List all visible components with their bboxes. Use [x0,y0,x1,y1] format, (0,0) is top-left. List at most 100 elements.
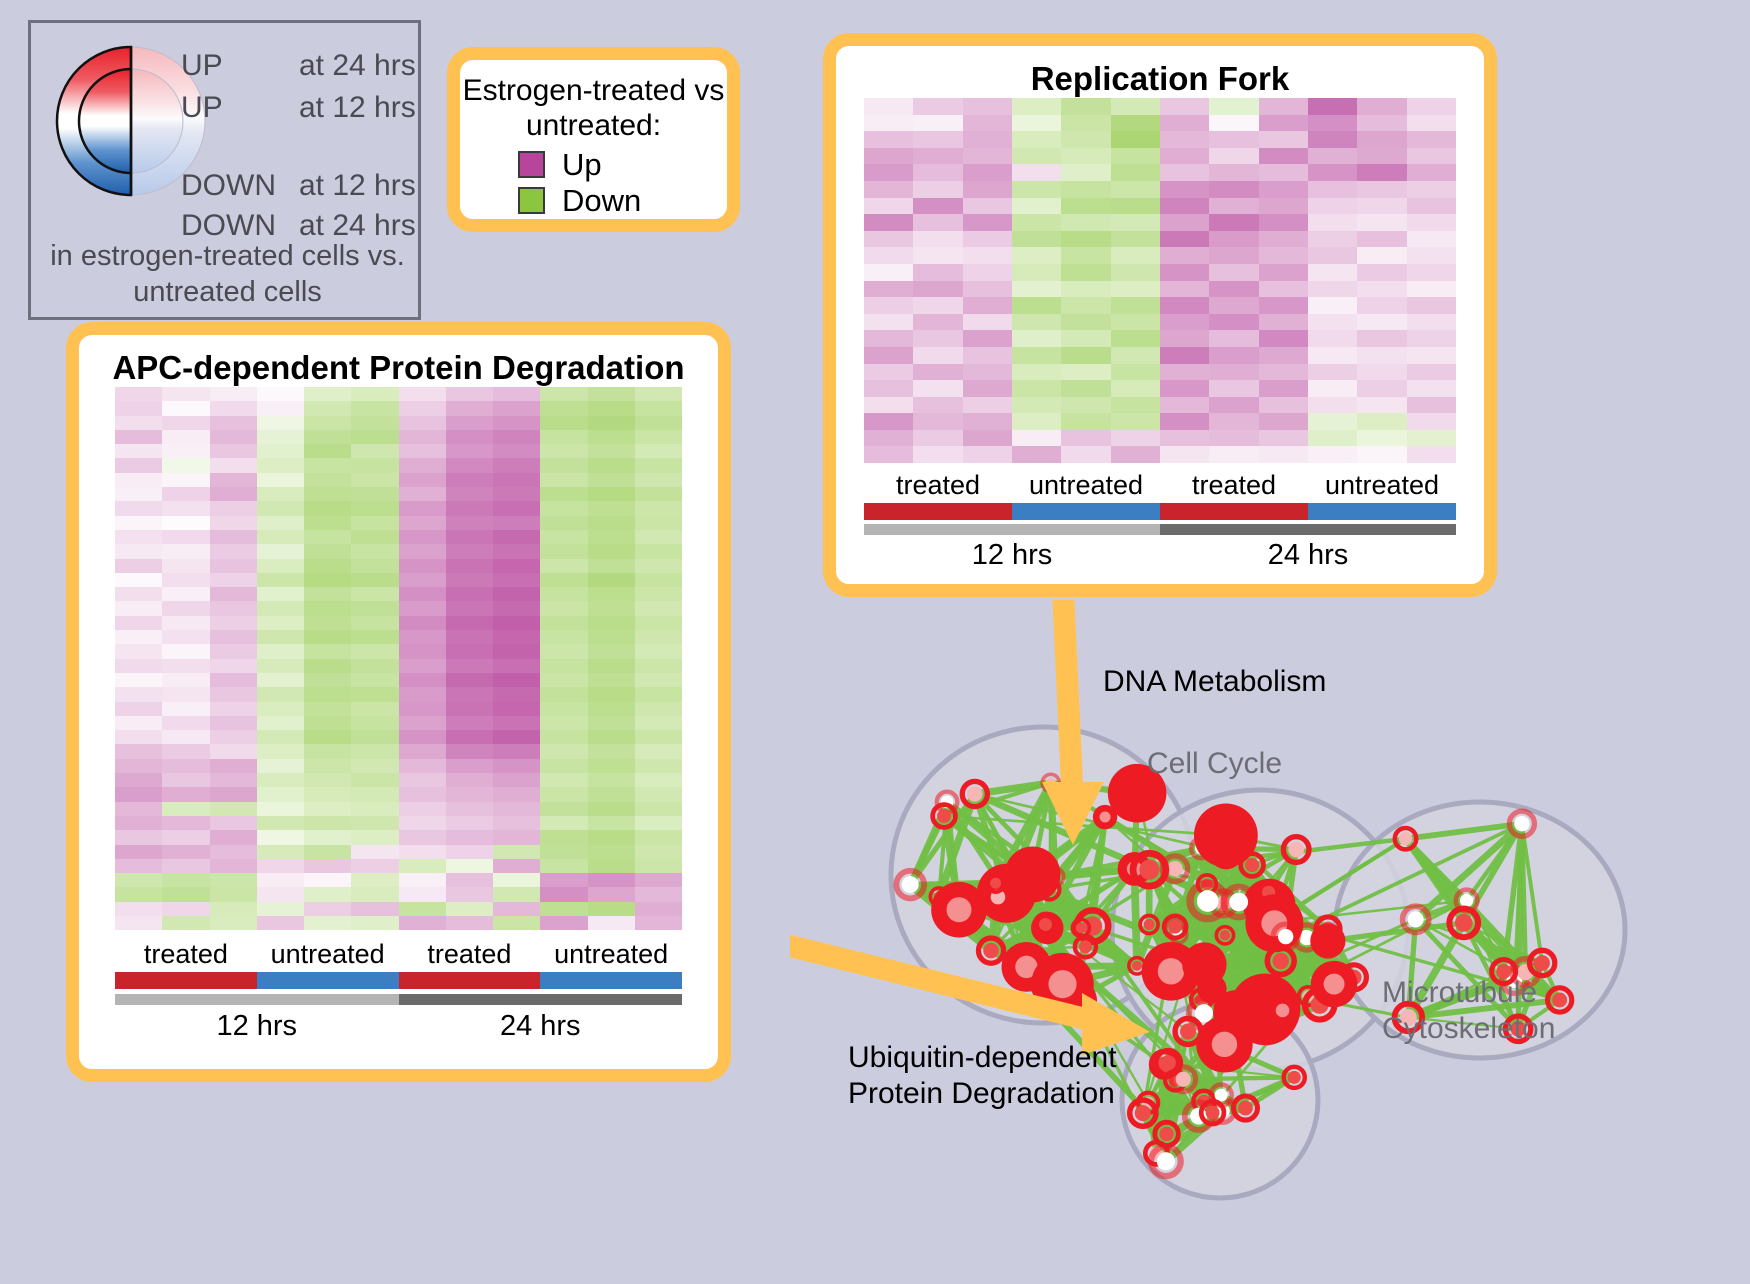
heatmap-cell [493,587,540,601]
heatmap-cell [446,487,493,501]
heatmap-cell [493,530,540,544]
group-label-untreated-24: untreated [1308,470,1456,501]
heatmap-cell [1407,148,1456,165]
heatmap-cell [540,573,587,587]
heatmap-cell [446,744,493,758]
heatmap-cell [1259,231,1308,248]
heatmap-cell [1407,98,1456,115]
heatmap-cell [210,902,257,916]
bar-12hrs [115,994,399,1005]
heatmap-cell [210,501,257,515]
heatmap-cell [1407,131,1456,148]
heatmap-cell [1407,397,1456,414]
heatmap-cell [162,444,209,458]
heatmap-cell [210,559,257,573]
heatmap-cell [115,859,162,873]
heatmap-cell [399,458,446,472]
heatmap-cell [588,759,635,773]
heatmap-cell [399,544,446,558]
node-inner [1139,860,1159,880]
heatmap-cell [351,659,398,673]
heatmap-cell [1407,347,1456,364]
heatmap-cell [1012,131,1061,148]
heatmap-cell [635,673,682,687]
heatmap-cell [635,716,682,730]
heatmap-cell [446,916,493,930]
heatmap-cell [1061,247,1110,264]
node-inner [1288,1071,1301,1084]
heatmap-cell [864,247,913,264]
heatmap-cell [963,430,1012,447]
heatmap-cell [257,887,304,901]
heatmap-cell [1357,446,1406,463]
heatmap-cell [1259,198,1308,215]
heatmap-cell [351,716,398,730]
heatmap-cell [399,444,446,458]
heatmap-cell [864,231,913,248]
cluster-label-cell-cycle: Cell Cycle [1147,746,1282,782]
heatmap-cell [304,787,351,801]
heatmap-cell [304,573,351,587]
microtubule-line1: Microtubule [1382,975,1555,1011]
legend-item-down: Down [460,185,727,216]
heatmap-cell [493,816,540,830]
heatmap-cell [351,544,398,558]
heatmap-cell [963,181,1012,198]
heatmap-cell [257,387,304,401]
heatmap-cell [257,816,304,830]
heatmap-cell [115,573,162,587]
heatmap-cell [963,164,1012,181]
apc-treatment-bar [115,972,682,989]
heatmap-cell [493,702,540,716]
heatmap-cell [493,616,540,630]
updown-legend-title: Estrogen-treated vs untreated: [460,74,727,144]
heatmap-cell [588,730,635,744]
heatmap-cell [399,616,446,630]
heatmap-cell [399,601,446,615]
heatmap-cell [399,587,446,601]
heatmap-cell [635,401,682,415]
heatmap-cell [1407,297,1456,314]
heatmap-cell [115,787,162,801]
heatmap-cell [351,687,398,701]
heatmap-cell [588,573,635,587]
heatmap-cell [1209,364,1258,381]
heatmap-cell [864,214,913,231]
heatmap-cell [493,573,540,587]
heatmap-cell [864,131,913,148]
heatmap-cell [162,559,209,573]
heatmap-cell [588,902,635,916]
heatmap-cell [963,198,1012,215]
heatmap-cell [446,816,493,830]
heatmap-cell [1160,214,1209,231]
heatmap-cell [1012,314,1061,331]
heatmap-cell [446,673,493,687]
node-inner [967,786,982,801]
heatmap-cell [1407,281,1456,298]
heatmap-cell [1111,397,1160,414]
heatmap-cell [351,444,398,458]
heatmap-cell [1012,198,1061,215]
heatmap-cell [635,530,682,544]
heatmap-cell [1160,397,1209,414]
heatmap-cell [115,516,162,530]
heatmap-cell [864,314,913,331]
heatmap-cell [162,530,209,544]
heatmap-cell [304,401,351,415]
bar-treated-12 [115,972,257,989]
heatmap-cell [446,473,493,487]
heatmap-cell [864,397,913,414]
node-core [1310,923,1345,958]
heatmap-cell [588,430,635,444]
heatmap-cell [446,416,493,430]
heatmap-cell [635,830,682,844]
heatmap-cell [399,887,446,901]
pathway-network-diagram: DNA Metabolism Cell Cycle Microtubule Cy… [790,600,1750,1279]
heatmap-cell [351,644,398,658]
heatmap-cell [1407,247,1456,264]
heatmap-cell [304,616,351,630]
heatmap-cell [210,573,257,587]
down-label: Down [562,185,641,216]
heatmap-cell [115,487,162,501]
node-inner [1534,955,1550,971]
